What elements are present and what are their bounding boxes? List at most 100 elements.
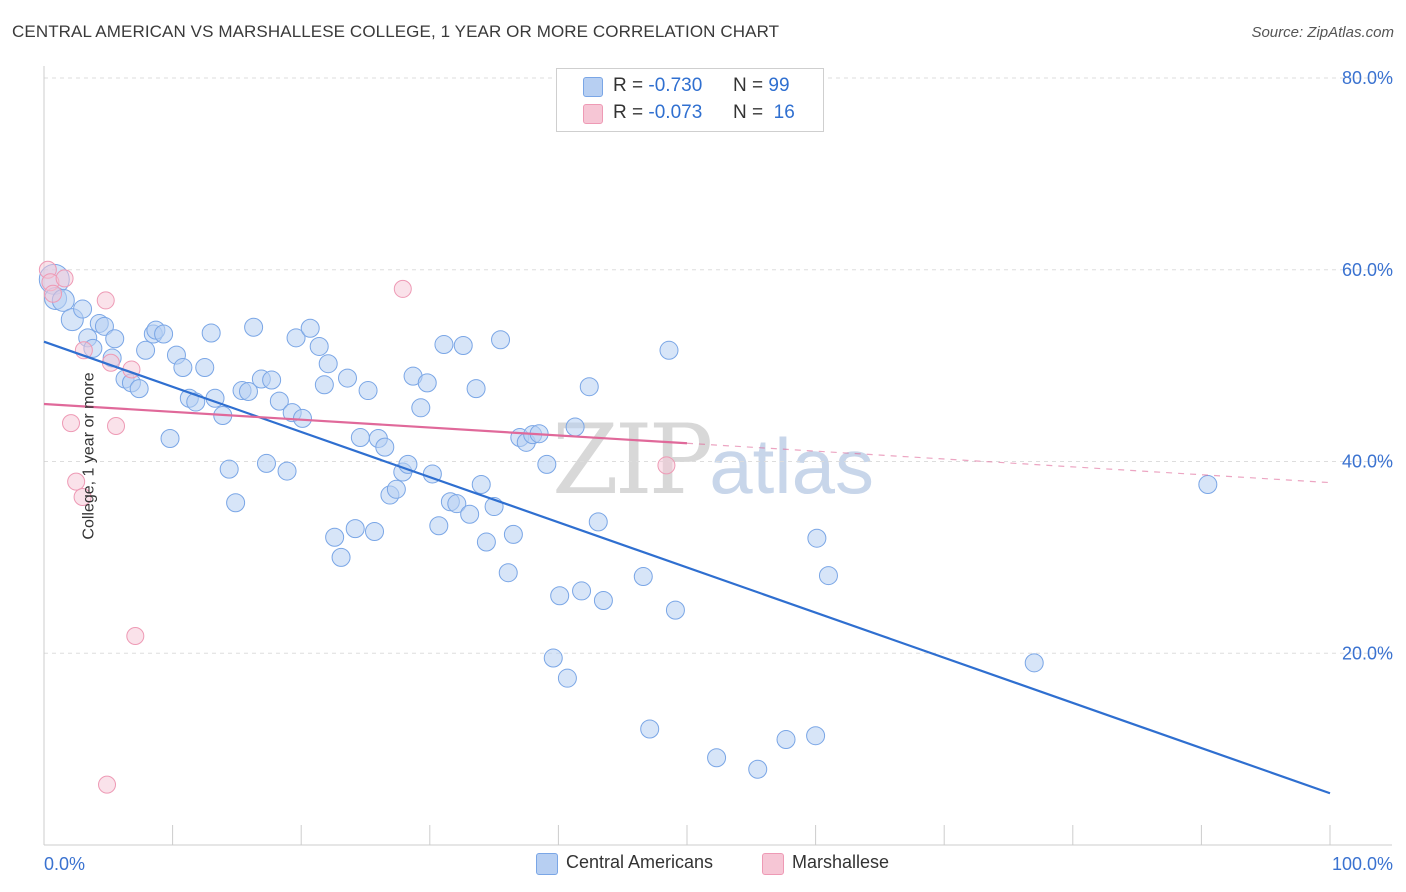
point-central-americans [136, 340, 156, 360]
watermark: ZIPatlas [552, 404, 874, 516]
legend-r-text: R = -0.730 [613, 75, 703, 96]
point-central-americans [543, 648, 563, 668]
point-central-americans [429, 516, 449, 536]
marshallese-points [38, 260, 676, 794]
point-central-americans [466, 379, 486, 399]
point-central-americans [173, 358, 193, 378]
point-central-americans [633, 567, 653, 587]
point-central-americans [557, 668, 577, 688]
point-central-americans [665, 600, 685, 620]
point-central-americans [375, 437, 395, 457]
axes [43, 66, 1392, 846]
central-americans-points [38, 263, 1218, 779]
point-central-americans [337, 368, 357, 388]
point-central-americans [471, 475, 491, 495]
point-central-americans [94, 316, 114, 336]
point-central-americans [1024, 653, 1044, 673]
y-axis-label: College, 1 year or more [80, 372, 98, 540]
correlation-legend: R = -0.730 N = 99 R = -0.073 N = 16 [556, 68, 824, 132]
bottom-legend-swatch-blue [536, 853, 558, 875]
point-central-americans [579, 377, 599, 397]
y-tick-label: 60.0% [1342, 260, 1393, 280]
point-central-americans [277, 461, 297, 481]
point-central-americans [314, 375, 334, 395]
legend-n-text: N = 99 [733, 75, 790, 96]
point-central-americans [160, 428, 180, 448]
point-central-americans [572, 581, 592, 601]
point-central-americans [318, 354, 338, 374]
y-tick-label: 40.0% [1342, 452, 1393, 472]
x-tick-label-max: 100.0% [1332, 854, 1393, 874]
legend-swatch-pink [583, 104, 603, 124]
point-central-americans [588, 512, 608, 532]
legend-n-text: N = 16 [733, 102, 795, 123]
point-central-americans [256, 453, 276, 473]
grid-lines [44, 77, 1392, 654]
bottom-legend-label: Marshallese [792, 852, 890, 872]
point-marshallese [393, 279, 412, 298]
point-central-americans [350, 428, 370, 448]
trend-lines [43, 340, 1331, 795]
point-central-americans [73, 299, 93, 319]
legend-r-text: R = -0.073 [613, 102, 703, 123]
point-central-americans [365, 521, 385, 541]
point-marshallese [98, 775, 117, 794]
point-central-americans [550, 586, 570, 606]
point-marshallese [73, 487, 92, 506]
y-tick-label: 20.0% [1342, 643, 1393, 663]
trend-line-central-americans [43, 340, 1331, 795]
point-central-americans [640, 719, 660, 739]
point-central-americans [386, 479, 406, 499]
point-central-americans [447, 494, 467, 514]
point-central-americans [593, 591, 613, 611]
point-marshallese [96, 291, 115, 310]
point-central-americans [776, 730, 796, 750]
trend-line-marshallese-extended [686, 442, 1331, 484]
point-central-americans [286, 328, 306, 348]
point-central-americans [417, 373, 437, 393]
point-marshallese [107, 417, 126, 436]
point-central-americans [154, 324, 174, 344]
point-central-americans [807, 528, 827, 548]
point-central-americans [238, 382, 258, 402]
point-central-americans [345, 519, 365, 539]
x-tick-label-min: 0.0% [44, 854, 85, 874]
bottom-legend-swatch-pink [762, 853, 784, 875]
point-marshallese [126, 626, 145, 645]
point-central-americans [201, 323, 221, 343]
point-central-americans [1198, 475, 1218, 495]
point-central-americans [503, 524, 523, 544]
point-marshallese [67, 472, 86, 491]
tick-labels: 20.0% 40.0% 60.0% 80.0% 0.0% 100.0% [44, 68, 1393, 874]
point-central-americans [707, 748, 727, 768]
point-central-americans [300, 318, 320, 338]
point-central-americans [498, 563, 518, 583]
point-central-americans [434, 335, 454, 355]
point-central-americans [325, 527, 345, 547]
point-central-americans [411, 398, 431, 418]
point-central-americans [806, 726, 826, 746]
point-marshallese [44, 284, 63, 303]
point-central-americans [748, 759, 768, 779]
point-central-americans [269, 391, 289, 411]
point-central-americans [476, 532, 496, 552]
point-central-americans [358, 381, 378, 401]
point-marshallese [657, 456, 676, 475]
point-central-americans [453, 335, 473, 355]
point-central-americans [244, 317, 264, 337]
bottom-legend-label: Central Americans [566, 852, 714, 872]
point-central-americans [491, 330, 511, 350]
point-central-americans [262, 370, 282, 390]
point-central-americans [226, 493, 246, 513]
point-central-americans [129, 379, 149, 399]
point-central-americans [331, 547, 351, 567]
watermark-atlas: atlas [709, 422, 874, 510]
point-marshallese [55, 269, 74, 288]
point-central-americans [219, 459, 239, 479]
point-central-americans [818, 566, 838, 586]
point-central-americans [537, 454, 557, 474]
legend-swatch-blue [583, 77, 603, 97]
point-central-americans [460, 504, 480, 524]
point-marshallese [62, 414, 81, 433]
